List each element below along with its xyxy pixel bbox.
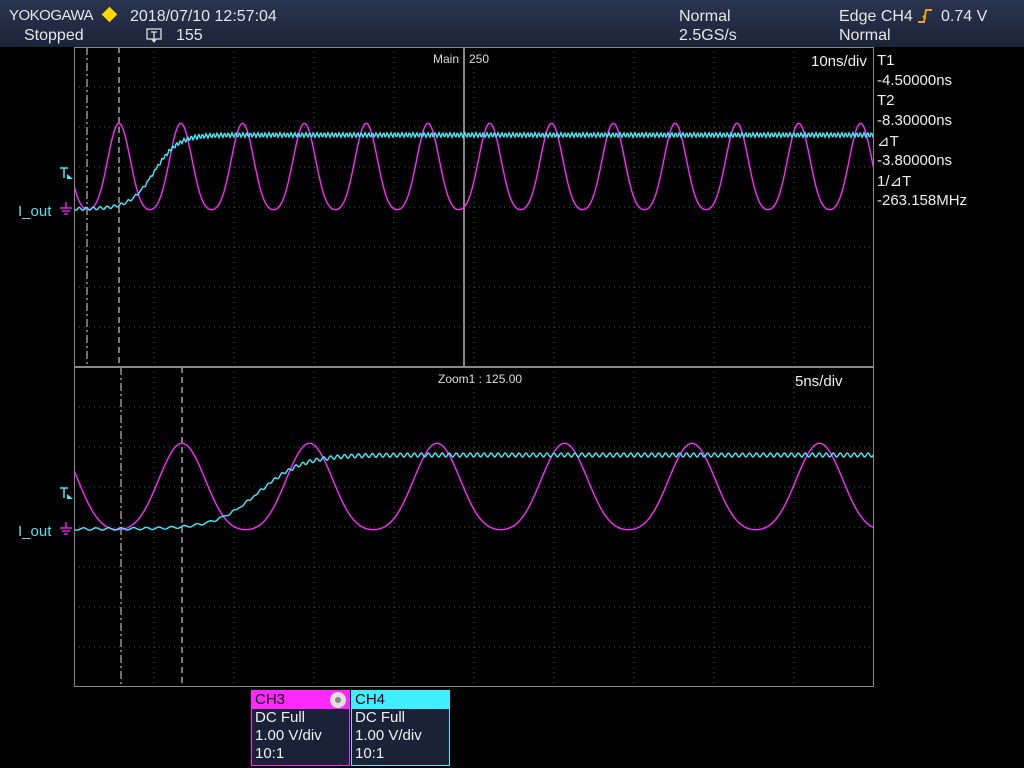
rising-edge-icon: [918, 9, 932, 23]
ch4-scale: 1.00 V/div: [355, 727, 422, 744]
datetime: 2018/07/10 12:57:04: [130, 8, 277, 25]
ch4-waveform: [74, 130, 874, 212]
zoom-grid-lines: [74, 367, 874, 687]
cursor-inv-dt-value: -263.158MHz: [877, 192, 968, 209]
run-state[interactable]: Stopped: [24, 27, 84, 44]
zoom-grid-border: [74, 367, 874, 687]
status-bar: [0, 0, 1024, 47]
cursor-dt-label: ⊿T: [877, 133, 899, 150]
main-waveform-display[interactable]: [74, 47, 874, 367]
main-label: Main : 250: [433, 52, 490, 66]
zoom-label: Zoom1 : 125.00: [438, 372, 523, 386]
trigger-level[interactable]: 0.74 V: [941, 8, 988, 25]
ch3-info-box[interactable]: CH3 DC Full 1.00 V/div 10:1: [251, 690, 350, 766]
trigger-position-icon: [146, 28, 162, 43]
cursor-t2-value: -8.30000ns: [877, 112, 953, 129]
sample-rate: 2.5GS/s: [679, 27, 737, 44]
ch3-probe: 10:1: [255, 745, 285, 762]
ch4-info-box[interactable]: CH4 DC Full 1.00 V/div 10:1: [351, 690, 450, 766]
gear-icon[interactable]: [330, 692, 346, 708]
ground-marker-icon: [60, 202, 72, 215]
ch4-zoom-waveform: [74, 452, 874, 531]
ch4-trigger-marker-icon: [60, 487, 73, 499]
ground-marker-icon: [60, 522, 72, 535]
zoom-waveform-display[interactable]: [74, 367, 874, 687]
main-channel-markers: [60, 167, 73, 215]
ch4-coupling: DC Full: [355, 709, 406, 726]
trigger-type[interactable]: Edge CH4: [839, 8, 913, 25]
cursor-dt-value: -3.80000ns: [877, 152, 953, 169]
ch3-name: CH3: [252, 691, 349, 709]
brand-logo: YOKOGAWA: [9, 7, 94, 24]
main-grid-lines: [74, 47, 874, 367]
ch3-scale: 1.00 V/div: [255, 727, 322, 744]
zoom-timebase[interactable]: 5ns/div: [795, 373, 843, 390]
main-grid-border: [74, 47, 874, 367]
cursor-inv-dt-label: 1/⊿T: [877, 173, 912, 190]
main-timebase[interactable]: 10ns/div: [811, 53, 867, 70]
acquisition-mode[interactable]: Normal: [679, 8, 731, 25]
ch4-trigger-marker-icon: [60, 167, 73, 179]
trigger-mode[interactable]: Normal: [839, 27, 891, 44]
main-channel-label: I_out: [18, 203, 52, 220]
cursor-t1-label: T1: [877, 52, 895, 69]
ch3-coupling: DC Full: [255, 709, 306, 726]
ch3-zoom-waveform: [74, 442, 874, 531]
ch4-name: CH4: [352, 691, 449, 709]
zoom-channel-label: I_out: [18, 523, 52, 540]
cursor-t1-value: -4.50000ns: [877, 72, 953, 89]
ch4-probe: 10:1: [355, 745, 385, 762]
ch3-waveform: [74, 122, 874, 211]
trigger-count: 155: [176, 27, 203, 44]
cursor-t2-label: T2: [877, 92, 895, 109]
zoom-channel-markers: [60, 487, 73, 535]
